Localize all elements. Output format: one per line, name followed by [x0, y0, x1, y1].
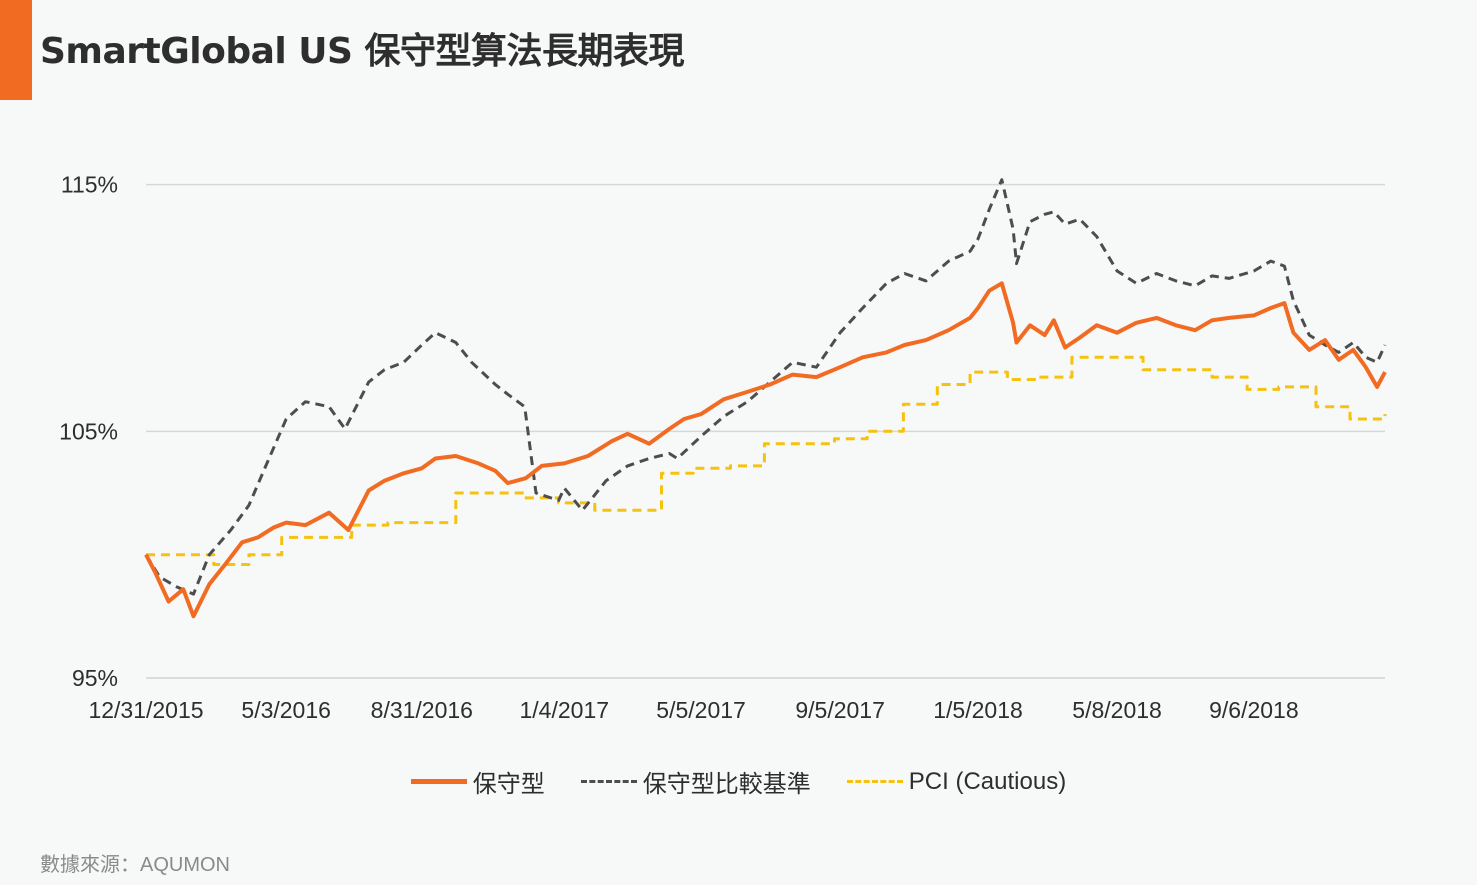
legend-label: 保守型	[472, 771, 545, 798]
legend-item: PCI (Cautious)	[846, 767, 1067, 796]
legend-item: 保守型比較基準	[580, 764, 811, 799]
y-tick-label: 105%	[59, 418, 118, 444]
series-line-0	[144, 281, 1387, 619]
data-source-note: 數據來源：AQUMON	[40, 854, 230, 876]
x-tick-label: 9/5/2017	[795, 697, 885, 723]
chart-title: SmartGlobal US 保守型算法長期表現	[40, 31, 684, 72]
legend-label: 保守型比較基準	[642, 771, 811, 798]
x-tick-label: 1/4/2017	[520, 697, 610, 723]
x-tick-label: 5/3/2016	[241, 697, 331, 723]
x-tick-label: 5/8/2018	[1072, 697, 1162, 723]
x-tick-label: 1/5/2018	[933, 697, 1023, 723]
legend-swatch	[410, 779, 467, 784]
x-tick-label: 9/6/2018	[1209, 697, 1299, 723]
x-tick-label: 5/5/2017	[656, 697, 746, 723]
y-tick-label: 95%	[72, 665, 118, 691]
chart-legend: 保守型 保守型比較基準 PCI (Cautious)	[0, 764, 1477, 799]
y-tick-label: 115%	[61, 172, 118, 198]
x-tick-label: 8/31/2016	[371, 697, 473, 723]
legend-item: 保守型	[410, 764, 545, 799]
legend-swatch	[580, 780, 637, 783]
title-accent-bar	[0, 0, 32, 100]
legend-label: PCI (Cautious)	[908, 767, 1067, 795]
series-line-1	[144, 178, 1387, 596]
line-chart: 95% 105% 115% 12/31/2015 5/3/2016 8/31/2016 1/…	[59, 172, 1387, 723]
x-tick-label: 12/31/2015	[88, 697, 203, 723]
legend-swatch	[846, 780, 903, 783]
series-line-2	[146, 355, 1387, 566]
